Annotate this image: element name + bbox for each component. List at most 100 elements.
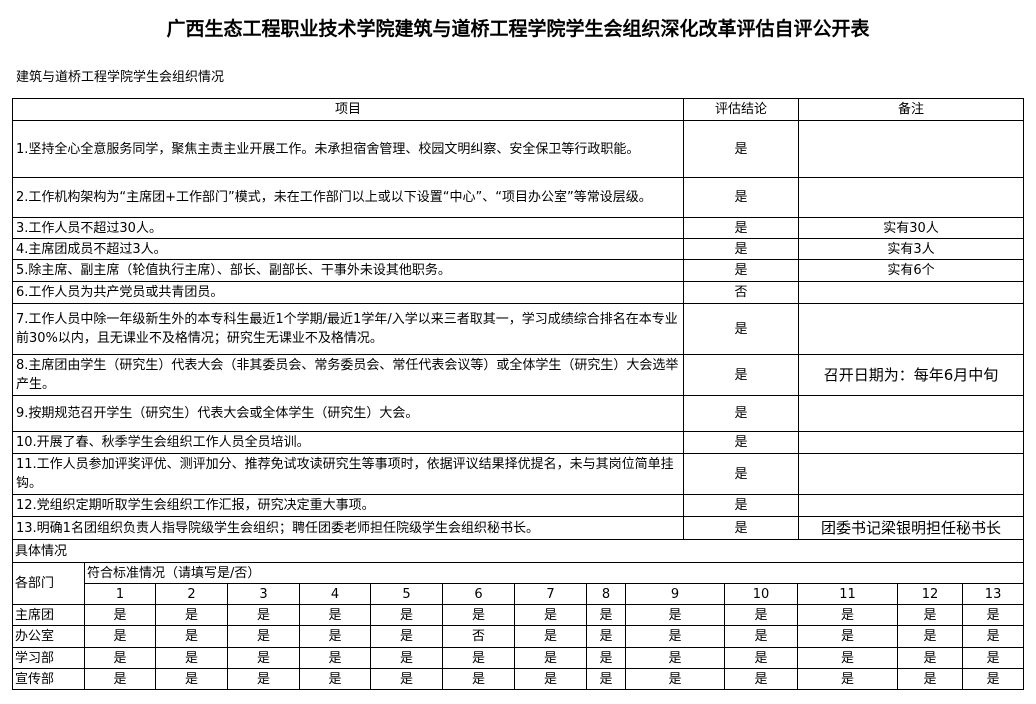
table-row: 9.按期规范召开学生（研究生）代表大会或全体学生（研究生）大会。是 — [12, 395, 1024, 432]
compliance-cell[interactable]: 是 — [897, 668, 963, 690]
compliance-cell[interactable]: 是 — [299, 647, 371, 669]
compliance-cell[interactable]: 是 — [155, 668, 228, 690]
department-name: 宣传部 — [12, 668, 85, 690]
compliance-cell[interactable]: 是 — [370, 604, 443, 626]
compliance-cell[interactable]: 是 — [724, 625, 798, 648]
item-cell[interactable]: 2.工作机构架构为“主席团+工作部门”模式，未在工作部门以上或以下设置“中心”、… — [12, 177, 684, 218]
table-row: 2.工作机构架构为“主席团+工作部门”模式，未在工作部门以上或以下设置“中心”、… — [12, 177, 1024, 218]
remark-cell[interactable] — [798, 177, 1024, 218]
item-cell[interactable]: 13.明确1名团组织负责人指导院级学生会组织；聘任团委老师担任院级学生会组织秘书… — [12, 516, 684, 540]
conclusion-cell[interactable]: 是 — [683, 303, 799, 355]
compliance-cell[interactable]: 是 — [897, 647, 963, 669]
dept-header: 各部门 — [12, 562, 85, 605]
remark-cell[interactable]: 团委书记梁银明担任秘书长 — [798, 516, 1024, 540]
conclusion-cell[interactable]: 是 — [683, 395, 799, 432]
compliance-cell[interactable]: 是 — [724, 604, 798, 626]
compliance-cell[interactable]: 是 — [625, 625, 725, 648]
item-cell[interactable]: 5.除主席、副主席（轮值执行主席）、部长、副部长、干事外未设其他职务。 — [12, 259, 684, 282]
compliance-cell[interactable]: 是 — [84, 604, 156, 626]
compliance-cell[interactable]: 是 — [797, 647, 898, 669]
remark-cell[interactable]: 实有30人 — [798, 217, 1024, 239]
compliance-cell[interactable]: 是 — [961, 668, 1025, 690]
compliance-cell[interactable]: 是 — [724, 647, 798, 669]
header-remark: 备注 — [798, 98, 1024, 121]
compliance-cell[interactable]: 是 — [370, 647, 443, 669]
compliance-cell[interactable]: 是 — [797, 625, 898, 648]
item-cell[interactable]: 7.工作人员中除一年级新生外的本专科生最近1个学期/最近1学年/入学以来三者取其… — [12, 303, 684, 355]
compliance-cell[interactable]: 是 — [514, 647, 587, 669]
compliance-cell[interactable]: 是 — [299, 668, 371, 690]
compliance-cell[interactable]: 是 — [227, 625, 300, 648]
table-row: 13.明确1名团组织负责人指导院级学生会组织；聘任团委老师担任院级学生会组织秘书… — [12, 516, 1024, 540]
compliance-cell[interactable]: 是 — [586, 625, 626, 648]
remark-cell[interactable] — [798, 395, 1024, 432]
remark-cell[interactable]: 实有6个 — [798, 259, 1024, 282]
conclusion-cell[interactable]: 是 — [683, 516, 799, 540]
item-cell[interactable]: 12.党组织定期听取学生会组织工作汇报，研究决定重大事项。 — [12, 494, 684, 517]
remark-cell[interactable] — [798, 120, 1024, 178]
compliance-cell[interactable]: 是 — [155, 647, 228, 669]
item-cell[interactable]: 1.坚持全心全意服务同学，聚焦主责主业开展工作。未承担宿舍管理、校园文明纠察、安… — [12, 120, 684, 178]
item-cell[interactable]: 9.按期规范召开学生（研究生）代表大会或全体学生（研究生）大会。 — [12, 395, 684, 432]
conclusion-cell[interactable]: 是 — [683, 177, 799, 218]
compliance-cell[interactable]: 是 — [370, 668, 443, 690]
remark-cell[interactable] — [798, 494, 1024, 517]
compliance-cell[interactable]: 是 — [155, 604, 228, 626]
item-cell[interactable]: 11.工作人员参加评奖评优、测评加分、推荐免试攻读研究生等事项时，依据评议结果择… — [12, 453, 684, 495]
compliance-cell[interactable]: 是 — [797, 604, 898, 626]
compliance-cell[interactable]: 是 — [84, 668, 156, 690]
compliance-cell[interactable]: 是 — [586, 668, 626, 690]
compliance-cell[interactable]: 是 — [227, 647, 300, 669]
conclusion-cell[interactable]: 是 — [683, 431, 799, 454]
compliance-cell[interactable]: 是 — [155, 625, 228, 648]
conclusion-cell[interactable]: 是 — [683, 238, 799, 260]
conclusion-cell[interactable]: 是 — [683, 453, 799, 495]
compliance-cell[interactable]: 是 — [442, 647, 515, 669]
conclusion-cell[interactable]: 是 — [683, 217, 799, 239]
compliance-cell[interactable]: 是 — [299, 625, 371, 648]
conclusion-cell[interactable]: 是 — [683, 494, 799, 517]
conclusion-cell[interactable]: 否 — [683, 281, 799, 304]
remark-cell[interactable] — [798, 453, 1024, 495]
item-cell[interactable]: 4.主席团成员不超过3人。 — [12, 238, 684, 260]
compliance-cell[interactable]: 是 — [227, 668, 300, 690]
remark-cell[interactable] — [798, 303, 1024, 355]
compliance-cell[interactable]: 是 — [625, 604, 725, 626]
compliance-cell[interactable]: 是 — [724, 668, 798, 690]
compliance-cell[interactable]: 是 — [961, 604, 1025, 626]
compliance-cell[interactable]: 是 — [514, 668, 587, 690]
compliance-cell[interactable]: 是 — [625, 647, 725, 669]
item-cell[interactable]: 3.工作人员不超过30人。 — [12, 217, 684, 239]
compliance-cell[interactable]: 是 — [961, 625, 1025, 648]
compliance-cell[interactable]: 是 — [961, 647, 1025, 669]
compliance-cell[interactable]: 是 — [442, 604, 515, 626]
compliance-cell[interactable]: 是 — [897, 604, 963, 626]
criterion-number: 5 — [370, 583, 443, 605]
compliance-cell[interactable]: 是 — [514, 625, 587, 648]
conclusion-cell[interactable]: 是 — [683, 259, 799, 282]
compliance-cell[interactable]: 是 — [797, 668, 898, 690]
remark-cell[interactable] — [798, 281, 1024, 304]
compliance-cell[interactable]: 是 — [370, 625, 443, 648]
remark-cell[interactable]: 召开日期为：每年6月中旬 — [798, 354, 1024, 396]
remark-cell[interactable] — [798, 431, 1024, 454]
section-subtitle: 建筑与道桥工程学院学生会组织情况 — [16, 70, 225, 85]
item-cell[interactable]: 8.主席团由学生（研究生）代表大会（非其委员会、常务委员会、常任代表会议等）或全… — [12, 354, 684, 396]
compliance-cell[interactable]: 是 — [586, 604, 626, 626]
compliance-cell[interactable]: 是 — [586, 647, 626, 669]
compliance-cell[interactable]: 是 — [84, 625, 156, 648]
compliance-cell[interactable]: 是 — [84, 647, 156, 669]
compliance-cell[interactable]: 是 — [299, 604, 371, 626]
compliance-cell[interactable]: 是 — [227, 604, 300, 626]
item-cell[interactable]: 6.工作人员为共产党员或共青团员。 — [12, 281, 684, 304]
item-cell[interactable]: 10.开展了春、秋季学生会组织工作人员全员培训。 — [12, 431, 684, 454]
conclusion-cell[interactable]: 是 — [683, 120, 799, 178]
compliance-cell[interactable]: 否 — [442, 625, 515, 648]
conclusion-cell[interactable]: 是 — [683, 354, 799, 396]
compliance-cell[interactable]: 是 — [897, 625, 963, 648]
compliance-cell[interactable]: 是 — [442, 668, 515, 690]
compliance-cell[interactable]: 是 — [514, 604, 587, 626]
remark-cell[interactable]: 实有3人 — [798, 238, 1024, 260]
department-row: 学习部是是是是是是是是是是是是是 — [12, 647, 1025, 669]
compliance-cell[interactable]: 是 — [625, 668, 725, 690]
